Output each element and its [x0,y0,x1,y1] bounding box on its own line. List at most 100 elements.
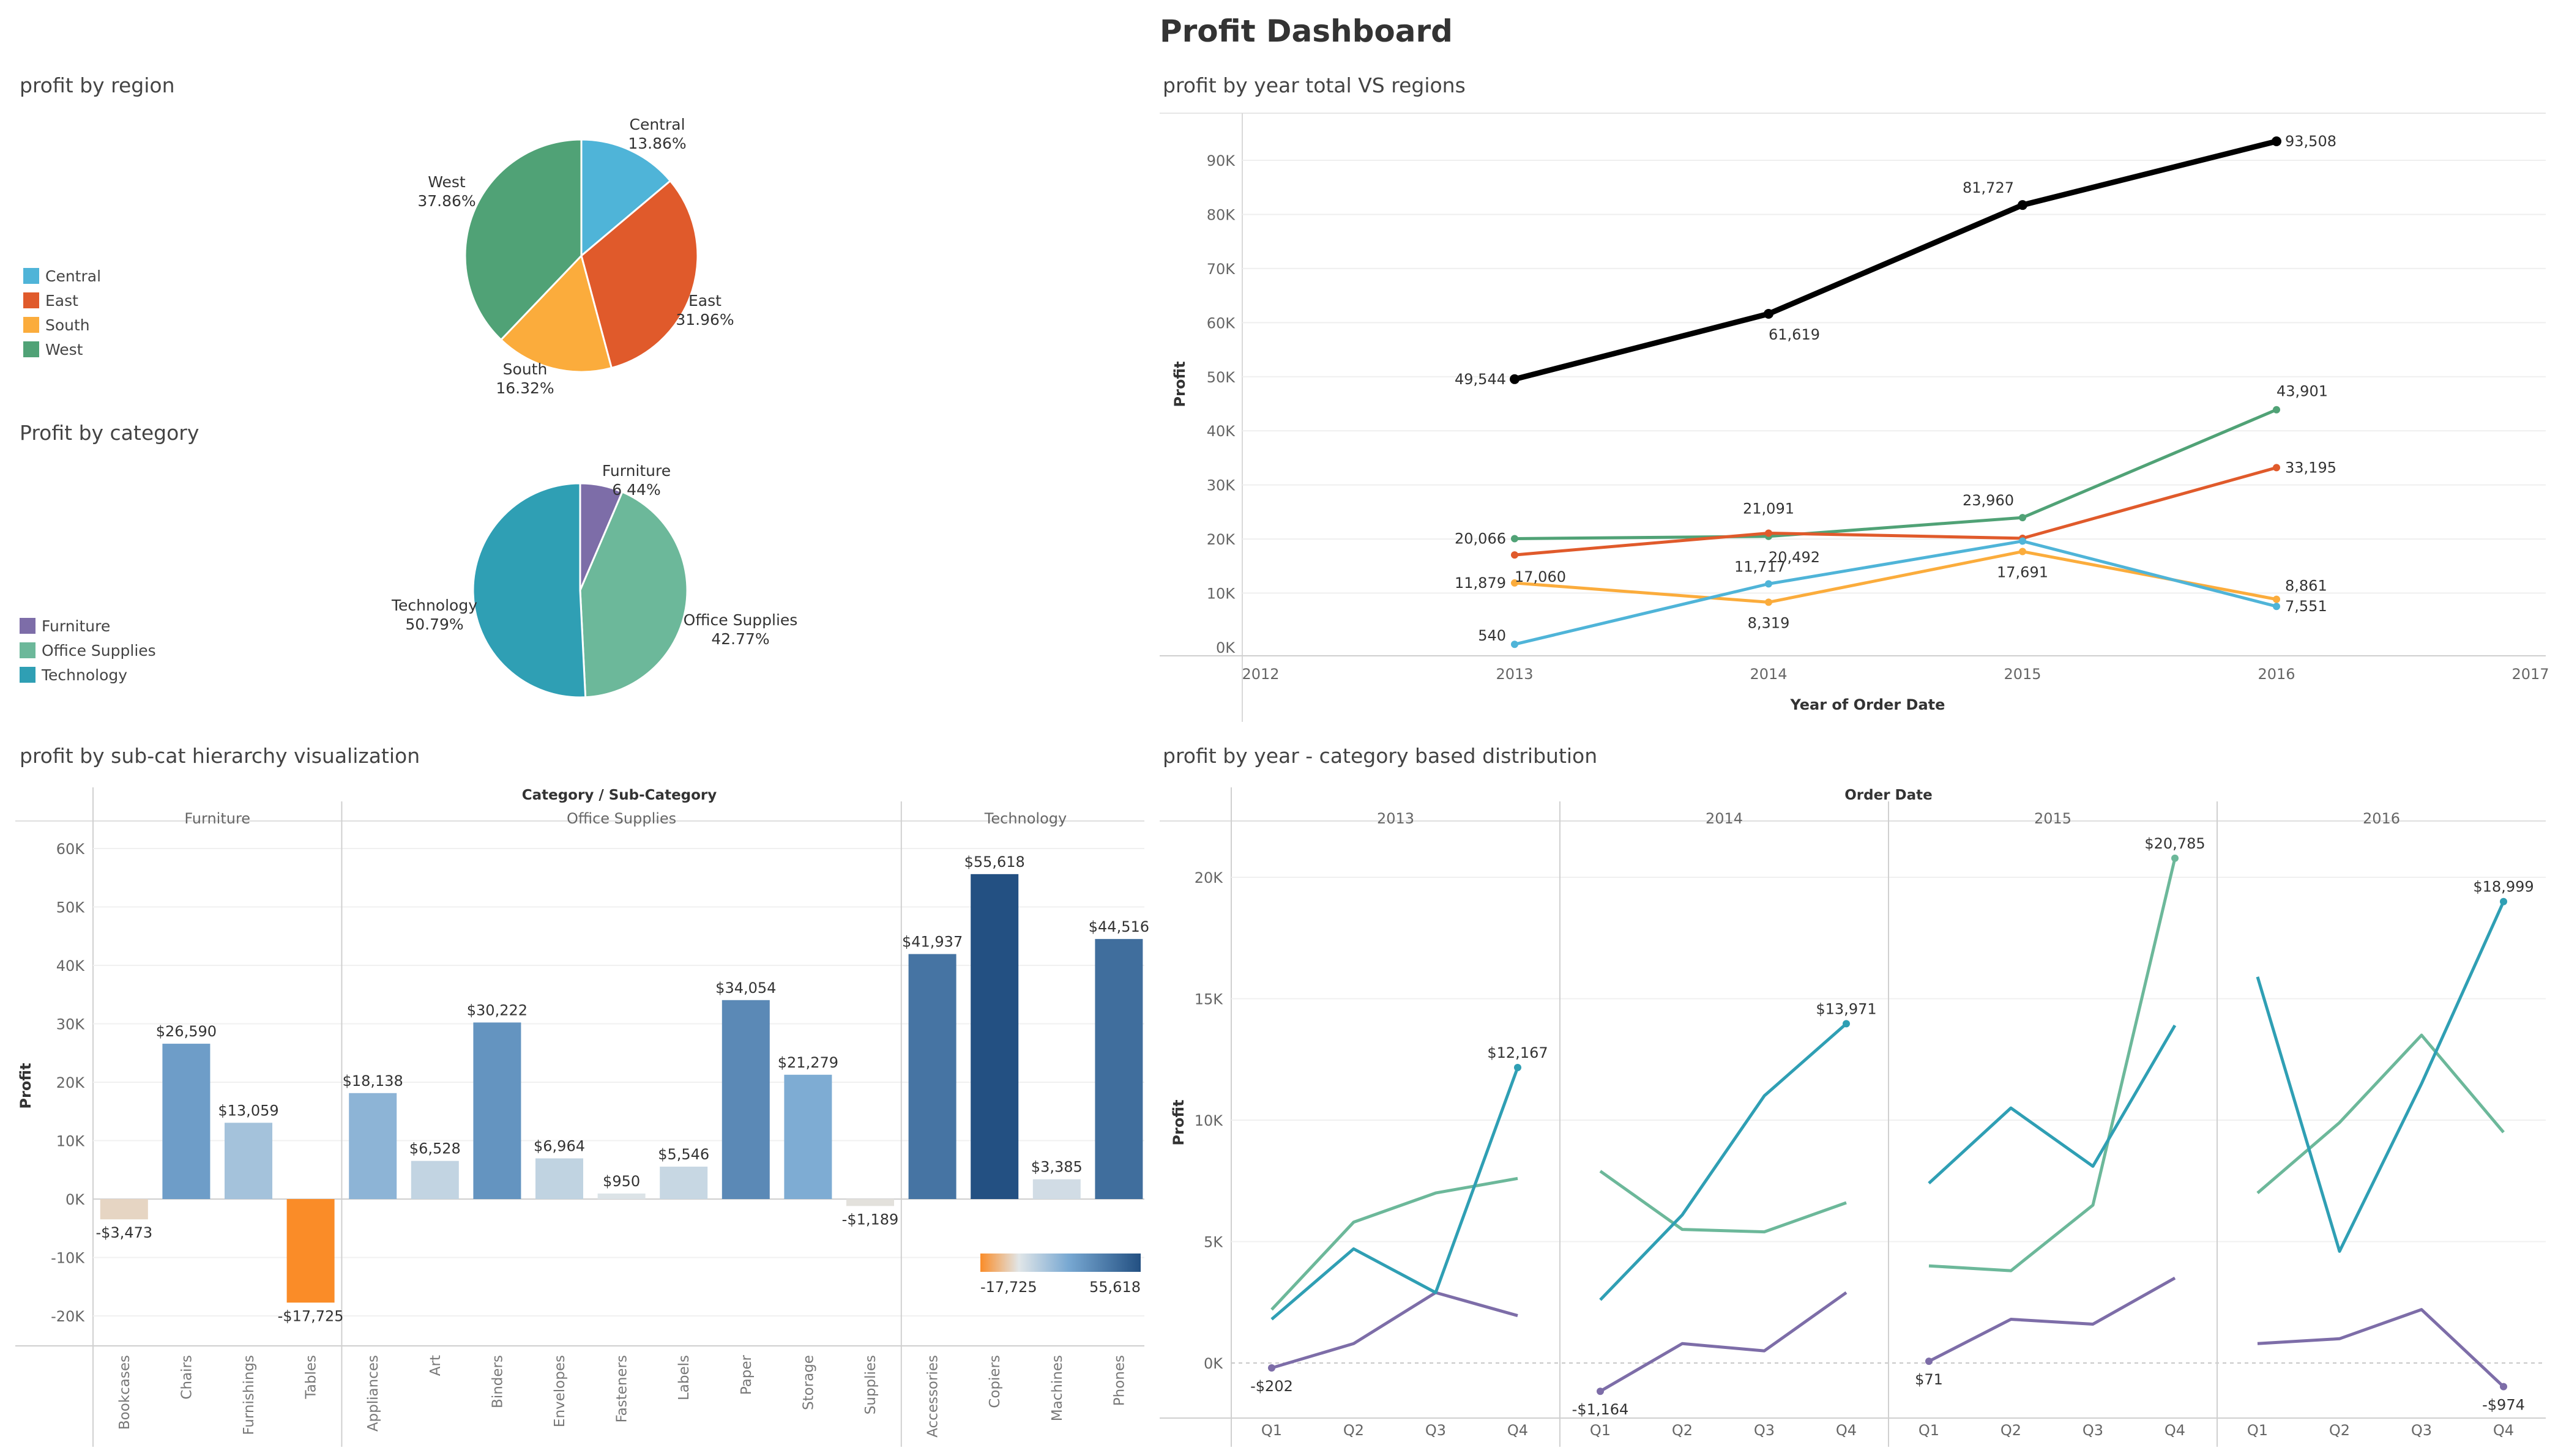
year-regions-y-tick: 80K [1207,206,1236,223]
year-regions-data-label: 23,960 [1963,492,2014,509]
subcat-bar-supplies [846,1199,894,1206]
region_pie-legend-swatch [23,341,39,357]
subcat-bar-binders [473,1022,521,1199]
category_pie-legend-swatch [20,642,35,658]
subcat-x-tick: Accessories [925,1355,941,1438]
subcat-y-label: Profit [17,1063,34,1109]
category_pie-legend-label: Office Supplies [42,642,156,659]
year-category-line-furniture [1271,1291,1518,1370]
year-category-data-label: $18,999 [2473,878,2534,896]
subcat-bar-tables [286,1199,335,1303]
region_pie-slice-value: 13.86% [628,135,686,152]
year-category-x-tick: Q1 [1261,1422,1282,1439]
year-category-y-tick: 0K [1204,1355,1223,1372]
year-regions-data-label: 11,717 [1734,558,1786,575]
year-regions-point-east [1765,529,1772,537]
region_pie-slice-value: 31.96% [676,311,734,329]
year-category-y-tick: 10K [1195,1112,1224,1129]
subcat-color-legend [980,1254,1141,1272]
subcat-bar-art [411,1161,459,1199]
year-regions-point-central [1511,641,1518,648]
year-category-x-tick: Q3 [2411,1422,2432,1439]
year-category-point [1597,1387,1604,1395]
year-regions-line-west [1514,408,2277,541]
subcat-color-legend-max: 55,618 [1089,1279,1141,1296]
region_pie-slice-label: South [503,360,548,378]
region_pie-slice-west [464,138,583,341]
year-category-x-tick: Q4 [1836,1422,1857,1439]
year-category-x-tick: Q3 [1425,1422,1446,1439]
year-category-line-technology [1928,1024,2177,1185]
year-category-x-tick: Q4 [2165,1422,2185,1439]
subcat-x-tick: Tables [304,1355,319,1399]
year-regions-data-label: 8,861 [2285,578,2327,595]
subcat-bar-copiers [971,874,1019,1199]
year-category-x-tick: Q2 [2001,1422,2021,1439]
year-category-line-office-supplies [2256,1033,2505,1194]
year-regions-y-label: Profit [1171,361,1188,407]
category_pie-legend-swatch [20,667,35,683]
year-regions-x-tick: 2013 [1496,666,1533,683]
region_pie-slice-central [580,138,672,258]
subcat-bar-appliances [349,1093,397,1199]
year-regions-data-label: 93,508 [2285,133,2336,150]
subcat-bar-label: $44,516 [1089,918,1149,935]
subcat-bar-label: $55,618 [964,853,1025,871]
year-regions-x-tick: 2012 [1242,666,1279,683]
subcat-x-tick: Furnishings [241,1355,257,1435]
year-category-point [1843,1020,1850,1028]
year-category-line-office-supplies [1599,1170,1847,1234]
year-category-panel-label: 2016 [2363,810,2400,827]
year-regions-x-tick: 2016 [2258,666,2295,683]
year-category-x-tick: Q3 [1754,1422,1775,1439]
region_pie-slice-label: Central [629,116,685,133]
category_pie-legend-label: Technology [41,666,127,684]
year-regions-point-south [2019,548,2026,555]
year-regions-y-tick: 90K [1207,152,1236,169]
year-category-point [1268,1364,1275,1372]
year-regions-y-tick: 60K [1207,314,1236,332]
region_pie-legend-swatch [23,317,39,333]
year-category-data-label: -$974 [2482,1397,2525,1414]
year-category-point [1514,1063,1521,1071]
year-category-data-label: $20,785 [2144,835,2205,852]
subcat-x-tick: Machines [1050,1355,1065,1421]
subcat-bar-chairs [162,1044,211,1199]
year-regions-line-east [1514,466,2277,557]
year-category-x-tick: Q2 [1343,1422,1364,1439]
subcat-y-tick: 30K [56,1016,86,1033]
region_pie-slice-label: East [688,292,722,310]
subcat-bar-fasteners [597,1193,646,1199]
subcat-x-tick: Binders [490,1355,505,1408]
year-category-y-label: Profit [1170,1099,1187,1145]
region_pie-legend-label: East [45,292,78,310]
subcat-group-label: Furniture [184,810,250,827]
category_pie-slice-value: 6.44% [612,481,660,499]
year-regions-data-label: 20,066 [1455,530,1506,548]
year-regions-data-label: 17,691 [1997,564,2048,581]
subcat-bar-labels [660,1167,708,1199]
subcat-y-tick: 50K [56,899,86,916]
year-category-y-tick: 5K [1204,1234,1223,1251]
year-category-data-label: -$1,164 [1572,1401,1629,1418]
year-category-x-tick: Q1 [1590,1422,1611,1439]
category_pie-slice-label: Technology [391,596,477,614]
year-regions-point-east [2273,464,2280,472]
category_pie-slice-office-supplies [579,491,688,699]
year-regions-point-south [1765,598,1772,606]
year-regions-point-south [1511,579,1518,587]
year-regions-x-tick: 2017 [2511,666,2549,683]
year-category-panel-label: 2013 [1377,810,1414,827]
year-category-data-label: $13,971 [1816,1000,1876,1017]
year-regions-point-central [1765,580,1772,588]
subcat-bar-accessories [908,954,956,1199]
subcat-bar-storage [784,1074,832,1199]
year-category-x-tick: Q1 [2247,1422,2268,1439]
subcat-y-tick: -10K [51,1250,85,1267]
year-regions-x-tick: 2014 [1750,666,1787,683]
subcat-bar-label: $5,546 [658,1146,709,1163]
year-regions-point-total [1764,309,1773,319]
subcat-y-tick: 20K [56,1074,86,1091]
subcat-x-tick: Phones [1111,1355,1127,1406]
category_pie-legend-swatch [20,618,35,634]
